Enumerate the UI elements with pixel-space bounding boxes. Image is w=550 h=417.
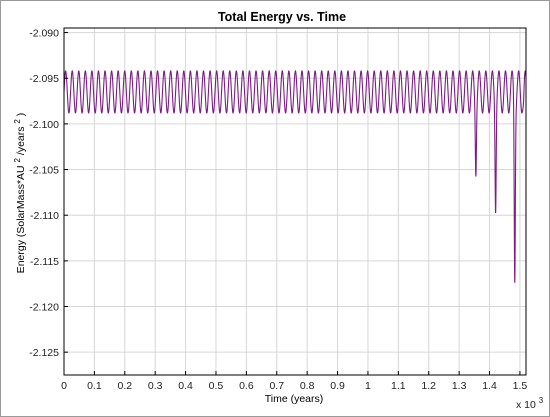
x-tick-label: 1: [365, 380, 371, 392]
x-multiplier-exp: 3: [539, 396, 544, 405]
x-axis-label: Time (years): [265, 393, 324, 405]
y-tick-label: -2.110: [30, 210, 59, 222]
x-tick-label: 0.5: [209, 380, 224, 392]
x-tick-label: 0.7: [269, 380, 284, 392]
x-tick-label: 0.2: [117, 380, 132, 392]
y-axis: -2.090 -2.095 -2.100 -2.105 -2.110 -2.115 -2.1…: [29, 28, 68, 359]
x-tick-label: 0.9: [330, 380, 345, 392]
x-tick-label: 0.8: [300, 380, 315, 392]
x-tick-label: 1.4: [482, 380, 497, 392]
x-tick-label: 1.5: [513, 380, 528, 392]
energy-series-line: [63, 69, 527, 283]
series-layer: [63, 69, 527, 283]
x-axis: 0 0.1 0.2 0.3 0.4 0.5 0.6 0.7 0.8 0.9 1 1.1 1.2 1.3 1.…: [61, 371, 527, 392]
x-tick-label: 0.3: [148, 380, 163, 392]
x-tick-label: 0: [61, 380, 67, 392]
plot-area: [64, 28, 526, 375]
y-tick-label: -2.120: [29, 302, 59, 314]
y-axis-label: Energy (SolarMass*AU 2 /years 2 ): [11, 113, 27, 274]
y-tick-label: -2.125: [29, 347, 59, 359]
x-multiplier: x 10 3: [516, 396, 544, 411]
y-tick-label: -2.115: [30, 256, 59, 268]
plot-frame: [63, 27, 527, 376]
y-tick-label: -2.090: [29, 28, 59, 40]
y-tick-label: -2.095: [29, 73, 59, 85]
x-tick-label: 0.4: [178, 380, 193, 392]
x-tick-label: 1.2: [421, 380, 436, 392]
x-multiplier-base: x 10: [516, 399, 536, 411]
x-tick-label: 1.1: [391, 380, 406, 392]
x-tick-label: 0.6: [239, 380, 254, 392]
y-tick-label: -2.100: [29, 119, 59, 131]
x-tick-label: 1.3: [452, 380, 467, 392]
y-tick-label: -2.105: [29, 165, 59, 177]
x-tick-label: 0.1: [87, 380, 102, 392]
chart-title: Total Energy vs. Time: [218, 10, 346, 24]
